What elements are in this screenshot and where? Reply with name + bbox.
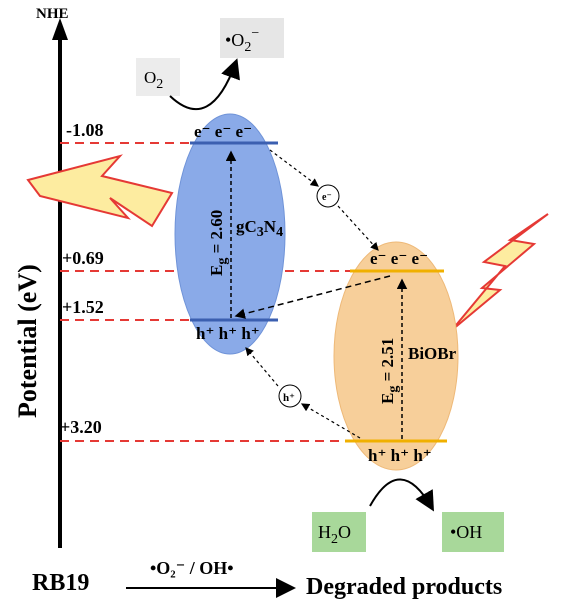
axis-title: Potential (eV) <box>13 264 42 418</box>
superoxide-box <box>220 18 284 58</box>
h2o-box <box>312 512 366 552</box>
gc3n4-ellipse <box>174 113 286 355</box>
hydroxyl-box <box>442 512 504 552</box>
biobr-band-gap: Eg = 2.51 <box>378 338 401 404</box>
superoxide-label: •O2− <box>225 26 259 55</box>
o2-reduction-arrow <box>169 58 240 111</box>
level-label-4: +3.20 <box>60 417 102 437</box>
biobr-name: BiOBr <box>408 344 457 363</box>
hole-badge-circle <box>278 384 302 408</box>
z-scheme-recombination-arrow <box>234 275 391 319</box>
hydroxyl-label: •OH <box>450 522 482 542</box>
hole-transfer-arrow-1 <box>300 403 361 439</box>
gc3n4-band-gap: Eg = 2.60 <box>207 210 230 276</box>
reactant-label: RB19 <box>32 570 89 596</box>
hole-badge: h⁺ <box>283 392 295 404</box>
lightning-icon-left <box>26 154 174 228</box>
h2o-label: H2O <box>318 522 351 547</box>
potential-guides <box>60 142 350 442</box>
lightning-icon-right <box>451 213 549 331</box>
o2-box <box>136 58 180 96</box>
level-label-1: -1.08 <box>66 120 104 140</box>
o2-label: O2 <box>144 68 163 92</box>
gc3n4-name: gC3N4 <box>236 217 283 240</box>
axis-top-label: NHE <box>36 6 69 22</box>
gc3n4-holes: h⁺ h⁺ h⁺ <box>196 324 260 343</box>
electron-badge-circle <box>316 184 340 208</box>
product-label: Degraded products <box>306 574 502 600</box>
biobr-electrons: e⁻ e⁻ e⁻ <box>370 249 428 268</box>
conditions-label: •O₂⁻ / OH• <box>150 558 234 578</box>
electron-transfer-arrow-2 <box>337 205 379 251</box>
electron-transfer-arrow-1 <box>269 149 319 187</box>
biobr-ellipse <box>333 241 459 471</box>
hole-transfer-arrow-2 <box>245 347 279 387</box>
electron-badge: e⁻ <box>322 192 332 203</box>
biobr-holes: h⁺ h⁺ h⁺ <box>368 446 432 465</box>
gc3n4-electrons: e⁻ e⁻ e⁻ <box>194 122 252 141</box>
potential-axis <box>52 18 68 548</box>
level-label-2: +0.69 <box>62 248 104 268</box>
h2o-oxidation-arrow <box>369 478 434 512</box>
level-label-3: +1.52 <box>62 297 104 317</box>
